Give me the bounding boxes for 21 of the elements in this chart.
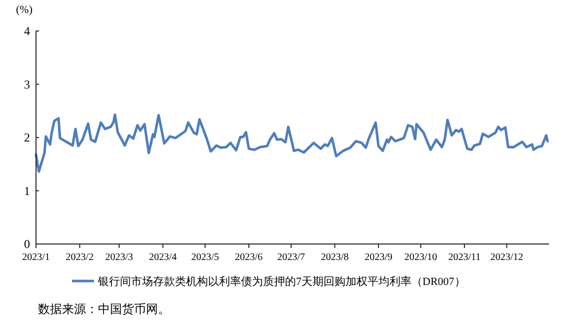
y-axis-title: (%): [16, 4, 33, 16]
x-tick-label: 2023/12: [490, 252, 524, 263]
x-tick-label: 2023/1: [22, 252, 50, 263]
line-series: [34, 113, 549, 173]
x-tick-label: 2023/3: [105, 252, 134, 263]
legend-label: 银行间市场存款类机构以利率债为质押的7天期回购加权平均利率（DR007）: [97, 274, 466, 288]
x-tick-label: 2023/10: [404, 252, 438, 263]
y-tick-label: 1: [24, 184, 30, 198]
x-tick-label: 2023/11: [448, 252, 481, 263]
x-tick-label: 2023/2: [66, 252, 94, 263]
x-tick-label: 2023/5: [191, 252, 220, 263]
x-tick-label: 2023/6: [234, 252, 263, 263]
x-tick-label: 2023/8: [320, 252, 349, 263]
x-tick-label: 2023/9: [364, 252, 392, 263]
y-tick-label: 2: [24, 130, 30, 145]
x-tick-label: 2023/4: [148, 252, 177, 263]
y-tick-label: 4: [24, 24, 30, 38]
source-note: 数据来源：中国货币网。: [38, 302, 170, 316]
x-tick-label: 2023/7: [277, 252, 305, 263]
y-tick-label: 0: [24, 237, 30, 252]
y-tick-label: 3: [24, 77, 30, 92]
